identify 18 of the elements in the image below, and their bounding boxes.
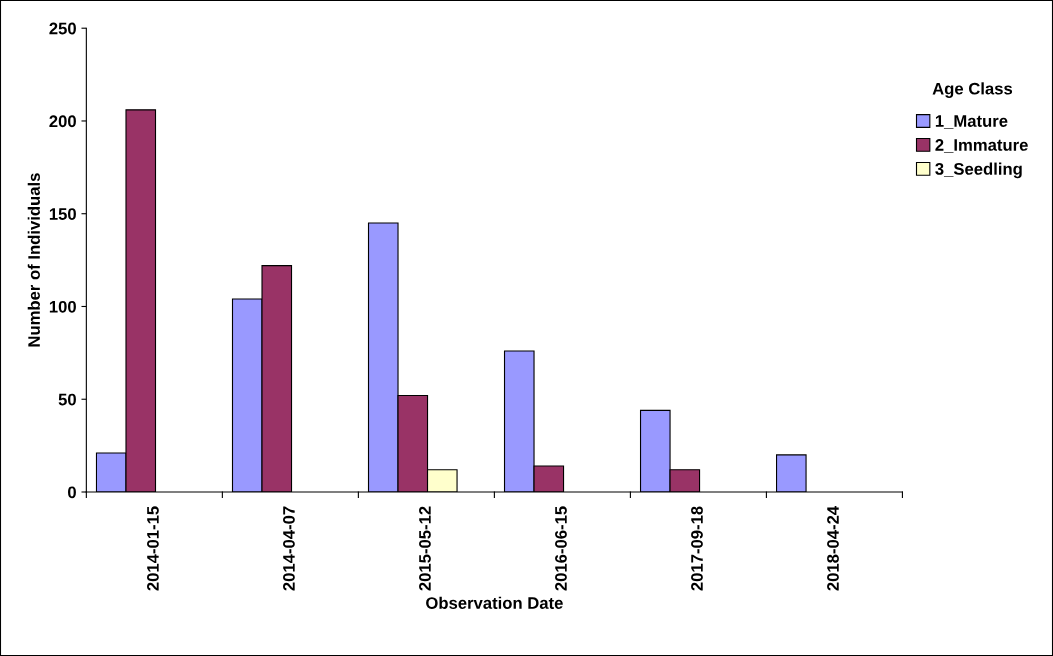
legend-label: 3_Seedling [935,162,1022,179]
x-tick-label: 2015-05-12 [419,506,431,591]
y-tick-label: 100 [49,300,76,313]
x-tick-label: 2014-01-15 [147,506,159,591]
y-axis-title: Number of Individuals [27,173,40,347]
y-tick-label: 250 [49,22,76,35]
y-tick-label: 200 [49,115,76,128]
x-axis-title: Observation Date [426,596,563,609]
legend-title: Age Class [932,82,1013,98]
y-tick-label: 0 [68,486,76,499]
legend-label: 2_Immature [935,139,1028,153]
y-tick-label: 50 [58,393,76,406]
x-tick-label: 2014-04-07 [283,506,295,591]
legend-label: 1_Mature [935,115,1008,129]
x-tick-label: 2017-09-18 [691,506,703,591]
y-tick-label: 150 [49,208,76,220]
x-tick-label: 2018-04-24 [827,505,839,591]
x-tick-label: 2016-06-15 [555,506,567,591]
